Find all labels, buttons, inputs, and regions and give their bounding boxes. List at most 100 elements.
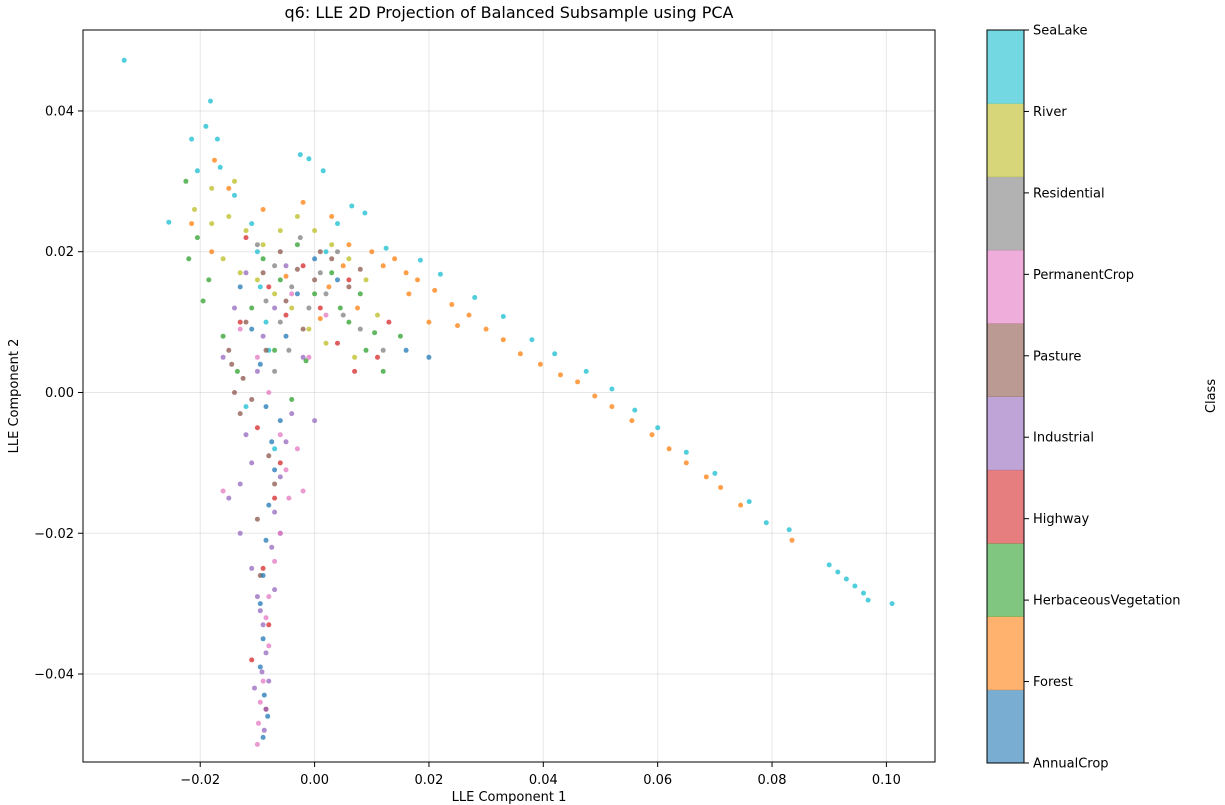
x-tick-label: 0.00 bbox=[300, 773, 329, 788]
data-point bbox=[226, 214, 232, 219]
data-point bbox=[203, 123, 209, 129]
data-point bbox=[363, 277, 369, 283]
data-point bbox=[380, 263, 386, 269]
data-point bbox=[220, 333, 226, 339]
data-point bbox=[189, 221, 195, 227]
data-point bbox=[466, 312, 472, 318]
data-point bbox=[232, 192, 237, 198]
data-point bbox=[289, 284, 295, 290]
data-point bbox=[189, 136, 195, 142]
data-point bbox=[329, 256, 335, 262]
y-tick-label: 0.00 bbox=[45, 386, 74, 401]
data-point bbox=[746, 499, 752, 505]
data-point bbox=[263, 706, 269, 712]
data-point bbox=[252, 685, 257, 691]
colorbar-segment bbox=[987, 249, 1024, 324]
data-point bbox=[417, 257, 423, 263]
data-point bbox=[249, 460, 255, 466]
data-point bbox=[283, 439, 289, 445]
data-point bbox=[297, 235, 303, 241]
data-point bbox=[329, 214, 335, 219]
data-point bbox=[297, 152, 303, 158]
data-point bbox=[861, 590, 866, 596]
data-point bbox=[266, 502, 272, 508]
data-point bbox=[254, 277, 260, 283]
y-tick-label: −0.02 bbox=[34, 527, 74, 542]
data-point bbox=[263, 537, 269, 543]
data-point bbox=[237, 411, 243, 417]
data-point bbox=[272, 263, 278, 269]
data-point bbox=[300, 488, 306, 494]
data-point bbox=[237, 326, 243, 332]
data-point bbox=[592, 393, 598, 399]
data-point bbox=[363, 347, 369, 353]
data-point bbox=[326, 284, 332, 290]
data-point bbox=[300, 199, 306, 205]
data-point bbox=[352, 368, 358, 374]
data-point bbox=[500, 337, 506, 343]
data-point bbox=[257, 284, 263, 290]
data-point bbox=[303, 358, 309, 364]
colorbar-frame bbox=[986, 29, 1025, 764]
data-point bbox=[249, 221, 255, 227]
data-point bbox=[312, 291, 318, 297]
colorbar-segment bbox=[987, 543, 1024, 617]
data-point bbox=[289, 411, 295, 417]
data-point bbox=[277, 460, 283, 466]
data-points bbox=[121, 57, 895, 747]
x-tick-label: 0.06 bbox=[643, 773, 672, 788]
data-point bbox=[449, 302, 455, 307]
y-axis-title: LLE Component 2 bbox=[7, 339, 22, 454]
data-point bbox=[352, 354, 358, 360]
data-point bbox=[266, 594, 272, 600]
data-point bbox=[335, 340, 340, 346]
data-point bbox=[263, 650, 269, 656]
data-point bbox=[265, 713, 271, 719]
data-point bbox=[889, 601, 895, 607]
data-point bbox=[269, 439, 275, 445]
data-point bbox=[260, 256, 266, 262]
data-point bbox=[346, 256, 352, 262]
data-point bbox=[234, 368, 240, 374]
data-point bbox=[254, 741, 260, 747]
data-point bbox=[455, 323, 460, 329]
data-point bbox=[209, 221, 215, 227]
colorbar-segment bbox=[987, 176, 1024, 251]
plot-frame bbox=[82, 29, 936, 763]
data-point bbox=[683, 449, 689, 455]
data-point bbox=[266, 453, 272, 459]
data-point bbox=[272, 558, 278, 564]
data-point bbox=[212, 157, 217, 163]
data-point bbox=[269, 544, 275, 550]
data-point bbox=[312, 256, 318, 262]
data-point bbox=[243, 319, 249, 325]
data-point bbox=[243, 404, 249, 410]
data-point bbox=[289, 305, 295, 311]
data-point bbox=[121, 57, 127, 63]
data-point bbox=[392, 256, 398, 262]
data-point bbox=[843, 576, 849, 582]
data-point bbox=[346, 277, 352, 283]
data-point bbox=[558, 372, 563, 378]
data-point bbox=[346, 242, 352, 248]
data-point bbox=[260, 565, 266, 571]
data-point bbox=[300, 263, 306, 269]
data-point bbox=[226, 185, 232, 191]
data-point bbox=[655, 425, 661, 431]
data-point bbox=[277, 249, 283, 255]
colorbar-tick-label: HerbaceousVegetation bbox=[1033, 594, 1181, 609]
data-point bbox=[220, 354, 226, 360]
data-point bbox=[317, 305, 323, 311]
data-point bbox=[666, 446, 672, 452]
chart-title: q6: LLE 2D Projection of Balanced Subsam… bbox=[285, 3, 734, 22]
colorbar-tick-label: SeaLake bbox=[1033, 24, 1088, 39]
data-point bbox=[183, 178, 189, 184]
colorbar-segment bbox=[987, 689, 1024, 764]
data-point bbox=[403, 270, 409, 276]
data-point bbox=[355, 305, 360, 311]
data-point bbox=[609, 386, 615, 392]
data-point bbox=[272, 481, 278, 487]
data-point bbox=[357, 266, 363, 272]
data-point bbox=[263, 615, 269, 621]
data-point bbox=[380, 368, 386, 374]
